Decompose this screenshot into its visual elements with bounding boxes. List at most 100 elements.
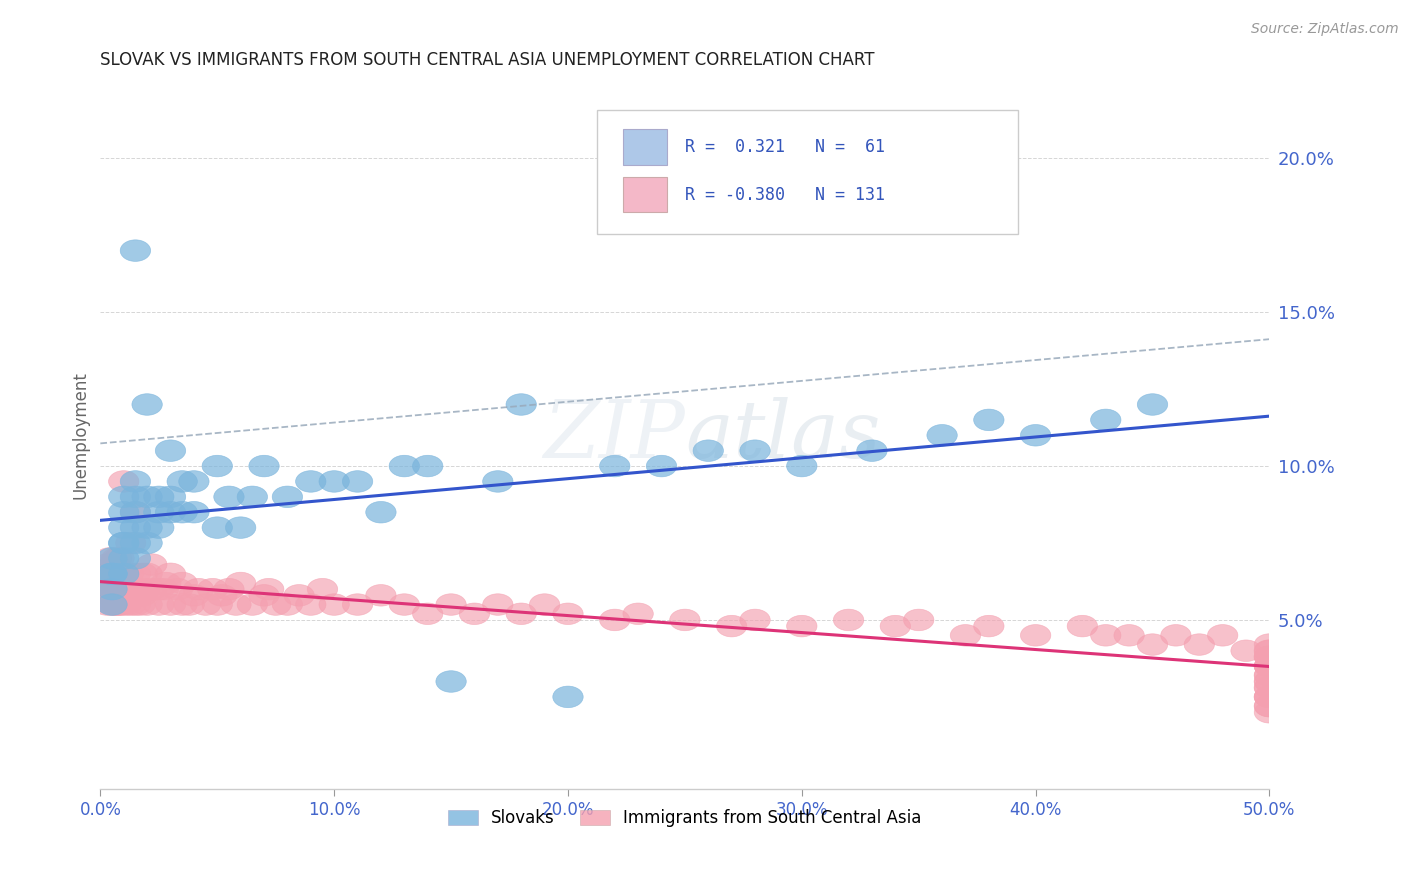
Ellipse shape: [973, 615, 1004, 637]
Ellipse shape: [121, 501, 150, 523]
Ellipse shape: [249, 584, 280, 606]
Ellipse shape: [506, 603, 537, 624]
Ellipse shape: [253, 578, 284, 600]
Ellipse shape: [121, 584, 150, 606]
Ellipse shape: [1254, 701, 1285, 723]
Ellipse shape: [167, 501, 197, 523]
Ellipse shape: [238, 486, 267, 508]
Ellipse shape: [104, 578, 134, 600]
Ellipse shape: [295, 594, 326, 615]
Ellipse shape: [121, 563, 150, 584]
Ellipse shape: [132, 516, 162, 539]
Ellipse shape: [108, 533, 139, 554]
Ellipse shape: [904, 609, 934, 631]
Ellipse shape: [273, 486, 302, 508]
Ellipse shape: [669, 609, 700, 631]
Ellipse shape: [97, 573, 127, 594]
Ellipse shape: [104, 548, 134, 569]
Ellipse shape: [127, 563, 157, 584]
Ellipse shape: [221, 594, 252, 615]
Ellipse shape: [273, 594, 302, 615]
Ellipse shape: [148, 578, 179, 600]
Ellipse shape: [121, 471, 150, 492]
Ellipse shape: [740, 440, 770, 461]
Ellipse shape: [101, 563, 132, 584]
Ellipse shape: [121, 486, 150, 508]
Ellipse shape: [101, 594, 132, 615]
Ellipse shape: [115, 594, 146, 615]
Ellipse shape: [834, 609, 863, 631]
Ellipse shape: [190, 594, 221, 615]
Ellipse shape: [717, 615, 747, 637]
Ellipse shape: [460, 603, 489, 624]
Ellipse shape: [174, 594, 204, 615]
Ellipse shape: [132, 594, 162, 615]
Ellipse shape: [1254, 686, 1285, 707]
Ellipse shape: [100, 573, 129, 594]
Ellipse shape: [1254, 686, 1285, 707]
Ellipse shape: [108, 548, 139, 569]
Ellipse shape: [225, 516, 256, 539]
Text: Source: ZipAtlas.com: Source: ZipAtlas.com: [1251, 22, 1399, 37]
Ellipse shape: [108, 573, 139, 594]
Ellipse shape: [132, 486, 162, 508]
Ellipse shape: [121, 501, 150, 523]
Ellipse shape: [1184, 634, 1215, 656]
Ellipse shape: [260, 594, 291, 615]
Ellipse shape: [530, 594, 560, 615]
Ellipse shape: [1254, 656, 1285, 677]
Ellipse shape: [155, 563, 186, 584]
Ellipse shape: [132, 393, 162, 416]
Ellipse shape: [1254, 646, 1285, 667]
Ellipse shape: [786, 455, 817, 477]
Ellipse shape: [1254, 656, 1285, 677]
Ellipse shape: [122, 584, 153, 606]
Ellipse shape: [553, 603, 583, 624]
Ellipse shape: [97, 548, 127, 569]
Ellipse shape: [623, 603, 654, 624]
Ellipse shape: [108, 563, 139, 584]
Ellipse shape: [167, 471, 197, 492]
Ellipse shape: [167, 594, 197, 615]
Ellipse shape: [214, 578, 245, 600]
Ellipse shape: [693, 440, 724, 461]
Ellipse shape: [108, 584, 139, 606]
Ellipse shape: [647, 455, 676, 477]
Ellipse shape: [342, 594, 373, 615]
Ellipse shape: [225, 573, 256, 594]
FancyBboxPatch shape: [598, 110, 1018, 234]
Ellipse shape: [155, 486, 186, 508]
Ellipse shape: [1091, 409, 1121, 431]
Ellipse shape: [162, 578, 193, 600]
Ellipse shape: [284, 584, 315, 606]
Ellipse shape: [143, 594, 174, 615]
Ellipse shape: [1067, 615, 1098, 637]
Ellipse shape: [412, 603, 443, 624]
Ellipse shape: [506, 393, 537, 416]
Ellipse shape: [90, 578, 121, 600]
Ellipse shape: [121, 594, 150, 615]
Ellipse shape: [121, 240, 150, 261]
Ellipse shape: [1254, 677, 1285, 698]
Ellipse shape: [950, 624, 980, 646]
Ellipse shape: [114, 563, 143, 584]
Ellipse shape: [1254, 671, 1285, 692]
Ellipse shape: [1208, 624, 1237, 646]
Bar: [623, 129, 668, 165]
Ellipse shape: [389, 594, 419, 615]
Ellipse shape: [101, 578, 132, 600]
Ellipse shape: [202, 455, 232, 477]
Ellipse shape: [155, 594, 186, 615]
Ellipse shape: [1021, 624, 1050, 646]
Ellipse shape: [143, 501, 174, 523]
Ellipse shape: [179, 501, 209, 523]
Ellipse shape: [104, 563, 134, 584]
Ellipse shape: [482, 594, 513, 615]
Ellipse shape: [97, 594, 127, 615]
Ellipse shape: [482, 471, 513, 492]
Ellipse shape: [1161, 624, 1191, 646]
Ellipse shape: [90, 563, 121, 584]
Ellipse shape: [125, 594, 155, 615]
Ellipse shape: [136, 578, 167, 600]
Ellipse shape: [143, 578, 174, 600]
